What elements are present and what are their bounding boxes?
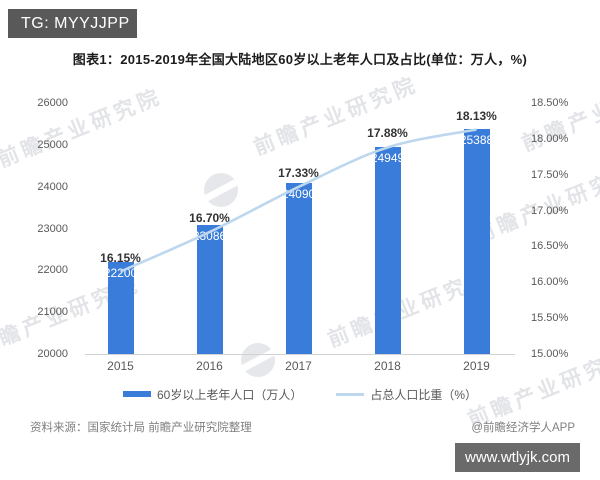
bar-2019 [463,128,490,354]
source-note: 资料来源：国家统计局 前瞻产业研究院整理 [30,422,252,434]
y-right-tick: 15.50% [531,312,569,325]
bar-2016 [196,224,223,354]
x-axis-label: 2017 [285,359,312,373]
legend-item-bar: 60岁以上老年人口（万人） [122,386,303,403]
x-axis-label: 2016 [196,359,223,373]
y-left-tick: 26000 [37,97,68,109]
y-right-tick: 16.00% [531,276,569,289]
legend-label: 60岁以上老年人口（万人） [156,387,303,402]
bar-2018 [374,146,401,354]
x-axis-label: 2015 [107,359,134,373]
y-right-tick: 18.50% [531,97,569,109]
y-left-tick: 20000 [37,348,68,360]
percent-label: 17.33% [278,165,319,180]
x-axis-label: 2018 [374,359,401,373]
bar-value-label: 24949 [370,150,405,165]
bar-value-label: 24090 [281,186,316,201]
y-right-tick: 17.50% [531,168,569,181]
tg-channel-badge: TG: MYYJJPP [8,9,137,38]
percent-label: 17.88% [367,126,408,141]
legend-item-line: 占总人口比重（%） [336,386,477,403]
line-swatch-icon [336,392,365,396]
credit-note: @前瞻经济学人APP [471,422,575,434]
bar-value-label: 22200 [103,265,138,280]
y-left-tick: 23000 [37,222,68,235]
bar-2017 [285,182,312,354]
y-right-tick: 15.00% [531,348,569,360]
y-left-tick: 24000 [37,180,68,193]
x-axis-label: 2019 [463,359,490,373]
bar-value-label: 25388 [459,132,494,147]
percent-label: 18.13% [456,108,497,123]
y-left-tick: 22000 [37,264,68,277]
legend-label: 占总人口比重（%） [370,387,478,402]
y-left-tick: 25000 [37,138,68,151]
chart-title: 图表1：2015-2019年全国大陆地区60岁以上老年人口及占比(单位：万人，%… [72,52,528,67]
y-right-tick: 16.50% [531,240,569,253]
y-right-tick: 17.00% [531,204,569,217]
y-left-tick: 21000 [37,306,68,319]
bar-2015 [107,261,134,354]
percent-label: 16.70% [189,211,230,226]
bar-swatch-icon [122,391,151,397]
site-watermark-badge[interactable]: www.wtlyjk.com [455,443,580,472]
bar-value-label: 23086 [192,228,227,243]
x-axis-line [85,354,515,355]
percent-label: 16.15% [100,250,141,265]
y-right-tick: 18.00% [531,132,569,145]
chart-legend: 60岁以上老年人口（万人） 占总人口比重（%） [0,385,600,403]
